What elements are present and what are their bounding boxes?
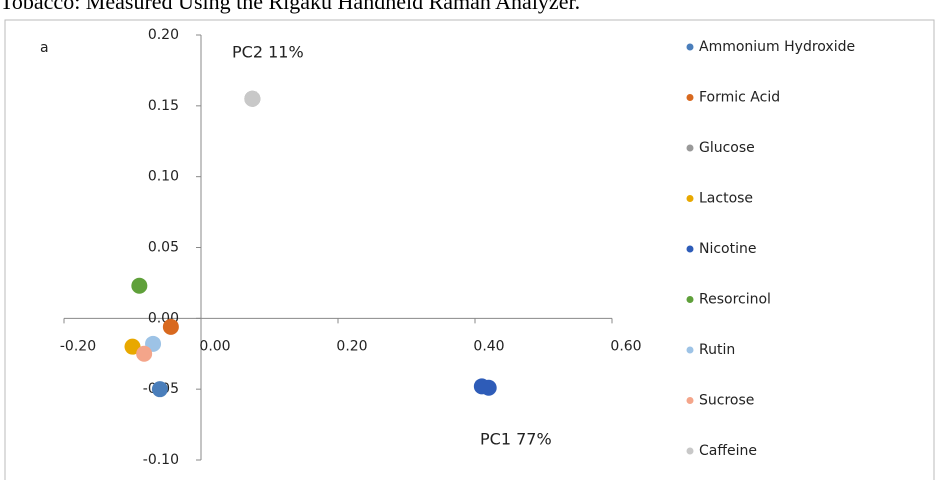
y-tick-label: 0.10 [148, 169, 179, 185]
y-tick-label: -0.10 [143, 452, 179, 468]
legend-label: Formic Acid [699, 90, 780, 106]
point [136, 345, 153, 362]
chart-border [4, 19, 935, 480]
legend-label: Caffeine [699, 443, 757, 459]
x-tick-label: 0.40 [473, 338, 504, 354]
annotation: PC1 77% [480, 430, 552, 449]
point [131, 277, 148, 294]
point [162, 318, 179, 335]
legend-marker [686, 245, 694, 253]
legend-label: Ammonium Hydroxide [699, 39, 855, 55]
legend-marker [686, 346, 694, 354]
y-tick-label: 0.15 [148, 98, 179, 114]
x-tick-label: -0.20 [60, 338, 96, 354]
point [124, 338, 141, 355]
point [244, 90, 261, 107]
y-tick-label: 0.05 [148, 240, 179, 256]
legend-label: Rutin [699, 342, 735, 358]
y-tick-label: 0.20 [148, 27, 179, 43]
legend-marker [686, 43, 694, 51]
caption: Tobacco: Measured Using the Rigaku Handh… [0, 0, 580, 14]
legend-marker [686, 94, 694, 101]
x-tick-label: 0.00 [199, 338, 230, 354]
legend-label: Nicotine [699, 241, 757, 257]
legend-marker [686, 447, 694, 455]
legend-label: Lactose [699, 191, 753, 207]
point [480, 379, 497, 396]
legend-label: Resorcinol [699, 292, 771, 308]
annotation: PC2 11% [232, 43, 304, 62]
legend-marker [686, 144, 694, 152]
legend-marker [686, 195, 694, 202]
legend-marker [686, 397, 694, 404]
x-tick-label: 0.60 [610, 338, 641, 354]
legend-label: Glucose [699, 140, 755, 156]
legend-marker [686, 296, 694, 303]
panel-label: a [40, 40, 49, 56]
point [151, 381, 168, 398]
legend-label: Sucrose [699, 393, 754, 409]
x-tick-label: 0.20 [336, 338, 367, 354]
